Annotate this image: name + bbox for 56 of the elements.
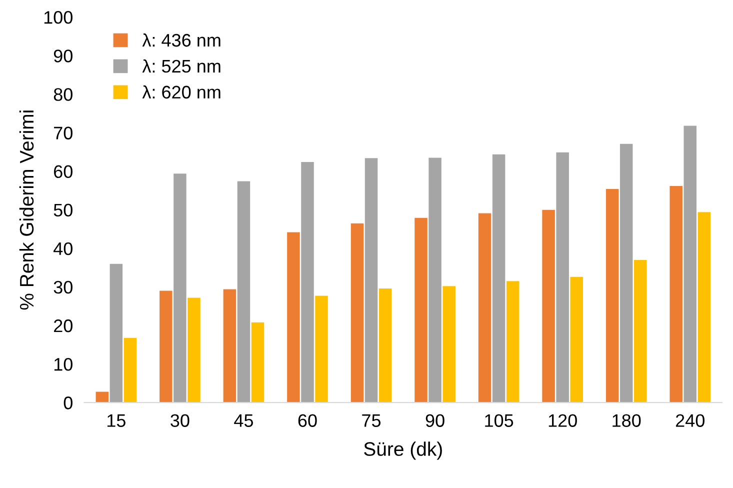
bar [378,288,392,403]
bar [634,260,647,403]
bar [96,392,109,403]
bar [428,158,442,403]
bar [110,264,123,403]
y-tick-label: 70 [54,126,72,140]
y-tick-label: 60 [54,165,72,178]
x-tick-label: 120 [548,414,577,427]
y-axis-title: % Renk Giderim Verimi [19,110,34,310]
bar [315,296,328,403]
legend-label: λ: 436 nm [142,33,220,47]
x-tick-label: 240 [676,414,704,427]
y-tick-label: 40 [54,242,72,256]
bar [174,174,186,403]
x-tick-label: 90 [426,414,444,427]
bar [492,154,506,403]
bar [670,186,682,403]
x-tick-label: 60 [298,414,317,427]
bar [478,213,492,403]
bar [223,289,236,403]
bar [237,181,250,403]
x-tick-label: 75 [362,414,381,427]
bar [364,158,378,403]
bar [301,162,314,403]
x-tick-label: 30 [170,414,190,427]
y-tick-label: 30 [54,280,72,294]
y-tick-label: 100 [44,11,72,24]
bar [606,189,619,403]
bar [287,232,300,403]
bar [620,144,633,403]
bar [160,290,172,403]
x-axis-title: Süre (dk) [364,442,442,460]
legend-label: λ: 620 nm [142,85,220,99]
y-tick-label: 90 [54,50,72,62]
bar [542,210,555,403]
y-tick-label: 50 [54,204,72,217]
bar [684,126,696,403]
y-tick-label: 10 [54,358,72,371]
bar [506,281,520,403]
x-tick-label: 15 [108,414,126,427]
x-tick-label: 45 [234,414,254,427]
y-tick-label: 80 [54,88,72,101]
legend-label: λ: 525 nm [142,59,220,73]
bar [698,212,711,403]
x-tick-label: 105 [485,414,514,427]
bar [442,286,456,403]
bar [556,152,569,403]
x-tick-label: 180 [612,414,641,427]
bar [124,338,137,403]
bar [570,276,583,403]
y-tick-label: 20 [54,319,72,332]
y-tick-label: 0 [64,396,72,410]
bar [188,298,200,403]
bar [350,223,364,403]
bar [414,218,428,403]
bar [251,322,264,403]
